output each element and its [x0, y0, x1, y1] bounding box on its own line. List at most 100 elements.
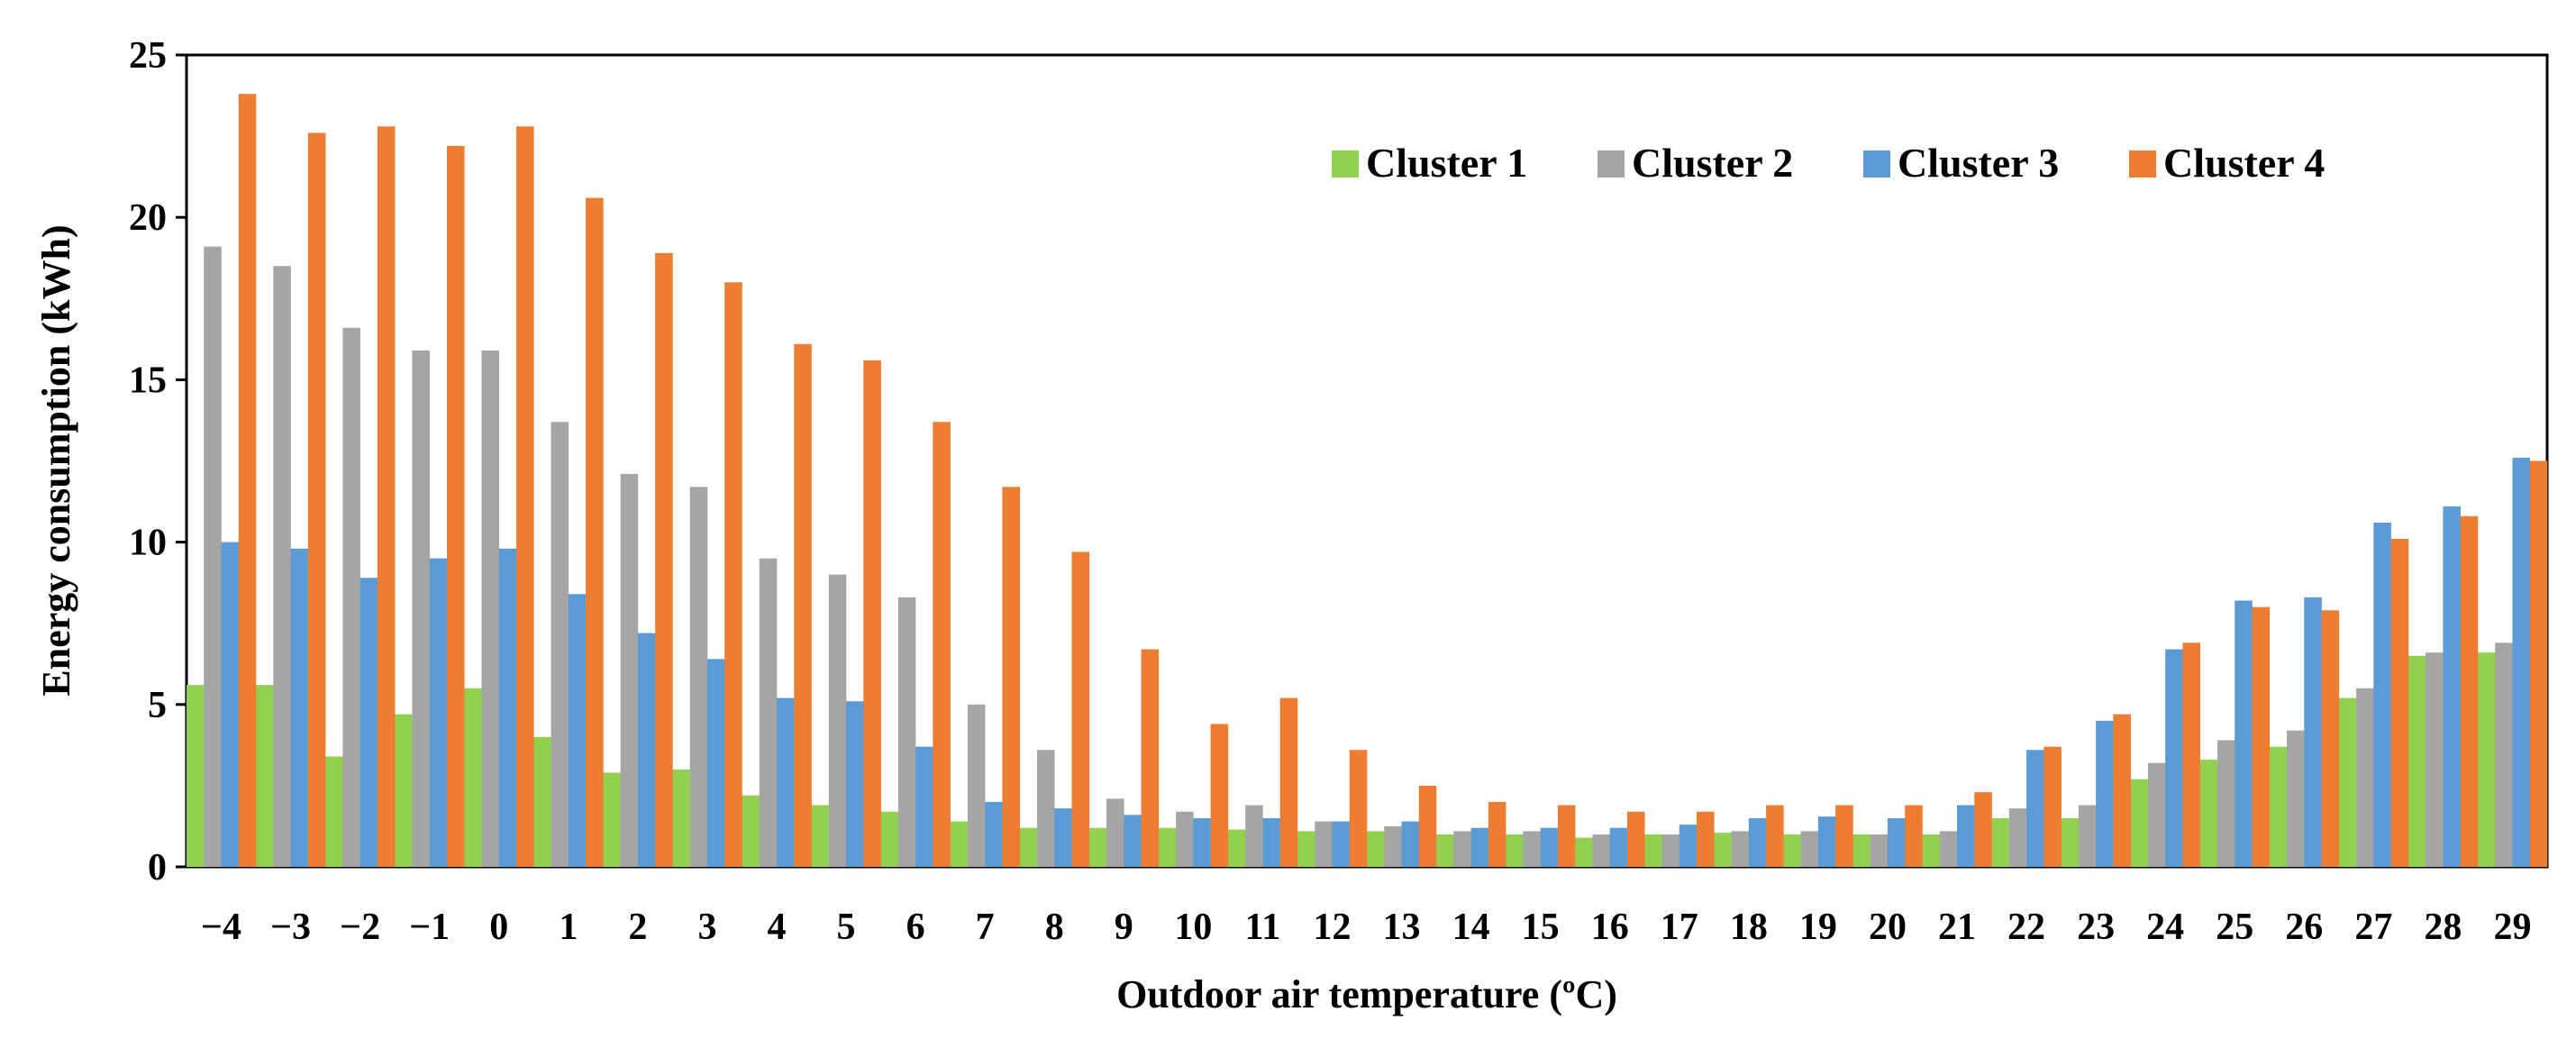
bar-cluster-4-28 [2182, 643, 2200, 867]
x-tick-label: 15 [1522, 907, 1560, 948]
bar-cluster-2-10 [897, 597, 916, 867]
x-tick-label: −1 [409, 907, 450, 948]
bar-cluster-3-14 [1193, 817, 1211, 867]
bar-cluster-4-9 [863, 360, 881, 867]
bar-cluster-4-29 [2252, 606, 2271, 867]
y-tick-label: 20 [129, 197, 167, 239]
bar-cluster-2-19 [1523, 831, 1541, 867]
y-tick-label: 0 [148, 847, 167, 889]
y-axis: 0 5 10 15 20 25 [129, 35, 187, 889]
bar-cluster-3-7 [706, 659, 725, 867]
x-tick-label: 27 [2354, 907, 2392, 948]
x-tick-label: 8 [1045, 907, 1064, 948]
bar-cluster-2-20 [1592, 834, 1610, 867]
bar-cluster-2-6 [620, 473, 639, 867]
x-tick-label: 17 [1661, 907, 1698, 948]
bars-group [187, 94, 2548, 868]
x-tick-label: 23 [2077, 907, 2115, 948]
bar-cluster-3-8 [777, 697, 795, 867]
bar-cluster-4-17 [1418, 785, 1437, 867]
bar-cluster-3-4 [498, 548, 517, 867]
bar-cluster-2-2 [342, 327, 360, 867]
bar-cluster-4-12 [1071, 551, 1090, 867]
x-tick-label: 25 [2216, 907, 2253, 948]
x-tick-label: 12 [1313, 907, 1351, 948]
bar-cluster-3-21 [1679, 825, 1698, 867]
bar-cluster-3-17 [1401, 821, 1420, 867]
bar-cluster-3-27 [2096, 720, 2114, 867]
bar-cluster-2-28 [2147, 762, 2166, 867]
x-tick-label: 10 [1174, 907, 1212, 948]
y-axis-title: Energy consumption (kWh) [34, 224, 78, 696]
bar-cluster-3-22 [1748, 817, 1767, 867]
bar-cluster-4-25 [1974, 792, 1992, 867]
bar-cluster-3-15 [1262, 817, 1280, 867]
bar-cluster-2-0 [204, 246, 222, 867]
bar-cluster-2-11 [967, 704, 986, 867]
bar-cluster-1-5 [533, 736, 551, 867]
bar-cluster-2-4 [481, 350, 500, 868]
bar-cluster-2-26 [2008, 808, 2027, 867]
bar-cluster-1-1 [256, 685, 274, 867]
bar-cluster-4-6 [655, 252, 673, 868]
bar-cluster-4-13 [1141, 649, 1160, 867]
bar-cluster-1-10 [880, 811, 899, 867]
bar-cluster-1-2 [325, 756, 343, 867]
bar-cluster-2-14 [1176, 811, 1194, 867]
bar-cluster-4-32 [2460, 515, 2479, 867]
bar-cluster-3-19 [1540, 827, 1559, 867]
bar-cluster-1-17 [1367, 831, 1385, 867]
y-tick-label: 10 [129, 523, 167, 564]
x-tick-label: 5 [837, 907, 856, 948]
bar-cluster-3-13 [1124, 815, 1142, 867]
bar-cluster-4-5 [586, 197, 604, 867]
legend-label-2: Cluster 2 [1632, 140, 1793, 186]
bar-cluster-2-1 [273, 266, 291, 867]
bar-cluster-3-3 [429, 558, 448, 867]
bar-cluster-3-33 [2512, 457, 2531, 867]
bar-cluster-3-10 [915, 746, 933, 867]
bar-cluster-1-27 [2061, 817, 2080, 867]
bar-cluster-1-7 [672, 769, 690, 867]
y-tick-label: 5 [148, 685, 167, 726]
bar-cluster-3-25 [1957, 805, 1975, 867]
bar-cluster-2-18 [1453, 831, 1471, 867]
bar-cluster-4-3 [446, 145, 465, 867]
legend-label-4: Cluster 4 [2163, 140, 2325, 186]
legend-swatch-4 [2129, 150, 2156, 178]
bar-cluster-4-21 [1697, 811, 1715, 867]
x-tick-label: 20 [1869, 907, 1907, 948]
bar-cluster-1-13 [1088, 827, 1107, 867]
bar-cluster-1-24 [1852, 834, 1871, 867]
bar-cluster-4-7 [724, 282, 742, 867]
x-tick-label: 2 [628, 907, 647, 948]
x-tick-label: 16 [1591, 907, 1629, 948]
bar-cluster-1-8 [742, 795, 760, 867]
legend-swatch-2 [1597, 150, 1625, 178]
x-tick-label: −2 [340, 907, 380, 948]
bar-cluster-1-26 [1991, 817, 2010, 867]
bar-cluster-1-32 [2408, 655, 2426, 867]
bar-cluster-4-8 [794, 343, 812, 867]
bar-cluster-2-29 [2216, 740, 2235, 867]
bar-cluster-2-3 [412, 350, 430, 868]
bar-cluster-4-4 [516, 126, 534, 868]
bar-cluster-1-31 [2338, 697, 2357, 867]
x-tick-label: 6 [906, 907, 925, 948]
bar-cluster-4-33 [2529, 460, 2548, 867]
x-tick-label: 9 [1115, 907, 1133, 948]
bar-cluster-3-11 [985, 801, 1003, 867]
x-tick-label: 18 [1730, 907, 1768, 948]
bar-cluster-2-15 [1245, 805, 1263, 867]
legend-label-3: Cluster 3 [1898, 140, 2059, 186]
bar-cluster-3-20 [1609, 827, 1628, 867]
bar-cluster-3-28 [2165, 649, 2183, 867]
x-tick-label: 14 [1452, 907, 1490, 948]
bar-cluster-4-1 [307, 132, 326, 867]
x-tick-label: −3 [270, 907, 311, 948]
bar-cluster-4-31 [2390, 539, 2409, 867]
bar-cluster-3-5 [568, 594, 587, 867]
bar-cluster-1-16 [1297, 831, 1315, 867]
bar-cluster-3-1 [290, 548, 309, 867]
